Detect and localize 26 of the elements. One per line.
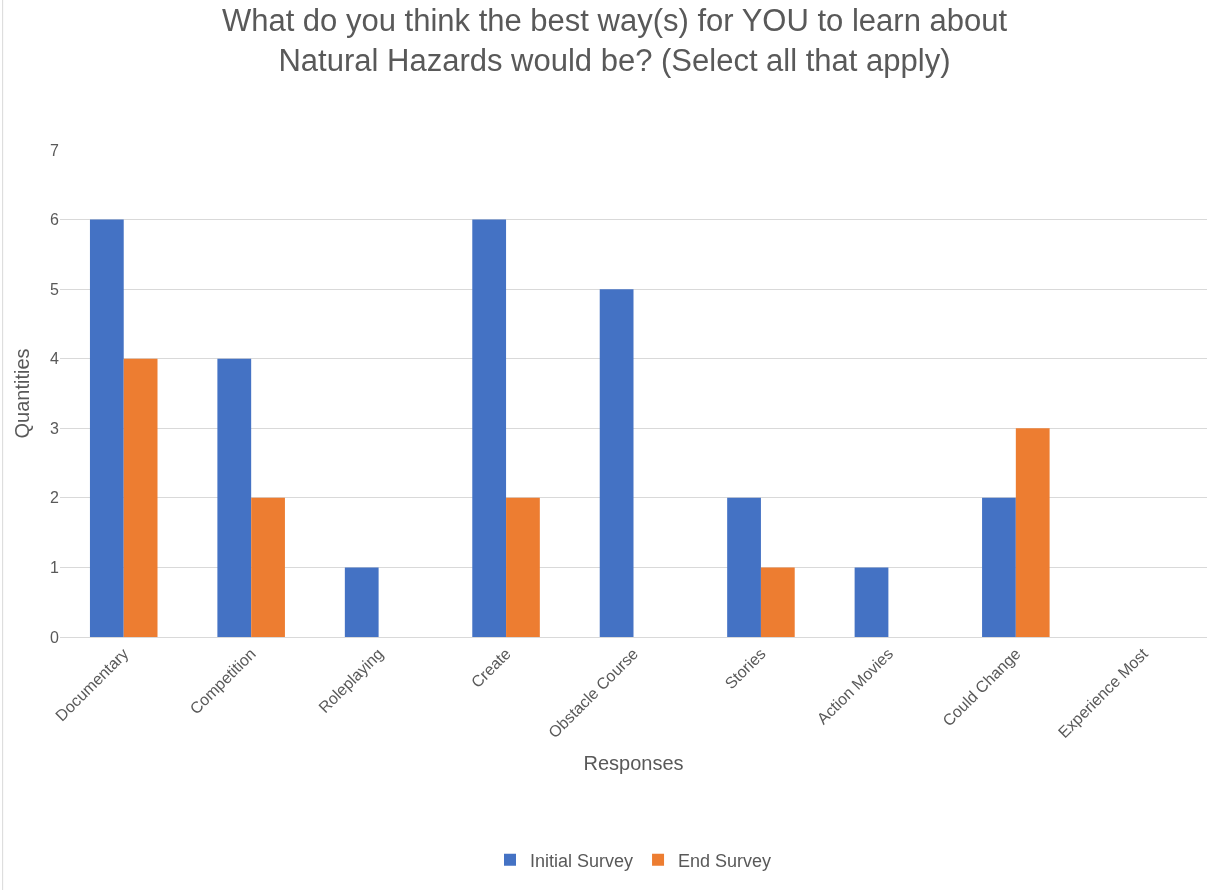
- bar: [760, 567, 795, 637]
- y-tick-label: 4: [50, 350, 60, 368]
- legend-label: End Survey: [678, 850, 772, 871]
- y-tick-label: 2: [50, 489, 60, 507]
- y-axis-title: Quantities: [10, 348, 33, 439]
- bar: [123, 358, 158, 637]
- y-tick-label: 0: [50, 628, 60, 646]
- chart-title: What do you think the best way(s) for YOU to learn about Natural Hazards would be? (Select all that apply): [221, 3, 1008, 79]
- bar: [599, 289, 634, 637]
- y-tick-label: 1: [50, 559, 60, 577]
- bar: [854, 567, 889, 637]
- bar: [982, 497, 1016, 637]
- y-tick-label: 6: [50, 211, 60, 229]
- legend-label: Initial Survey: [530, 850, 634, 871]
- bar: [506, 497, 540, 637]
- bar: [472, 219, 507, 637]
- x-axis-title: Responses: [583, 751, 684, 774]
- bar: [251, 497, 285, 637]
- y-tick-label: 3: [50, 419, 60, 437]
- bar: [1015, 428, 1050, 637]
- bar: [344, 567, 379, 637]
- bar: [727, 497, 761, 637]
- y-tick-label: 7: [50, 141, 60, 159]
- bar: [89, 219, 124, 637]
- y-tick-label: 5: [50, 280, 60, 298]
- bar: [217, 358, 252, 637]
